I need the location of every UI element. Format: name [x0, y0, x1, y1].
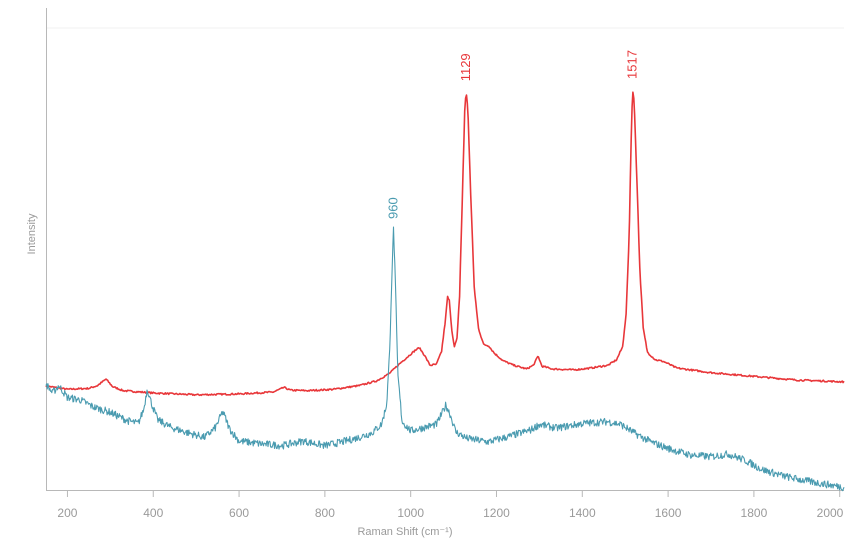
series-line-teal [45, 226, 845, 492]
x-tick-label: 1200 [483, 506, 510, 520]
x-tick-label: 800 [315, 506, 335, 520]
peak-label: 960 [386, 197, 401, 219]
x-tick-label: 400 [143, 506, 163, 520]
x-ticks: 200 400 600 800 1000 1200 1400 1600 1800 2000 [57, 490, 844, 520]
x-tick-label: 1800 [741, 506, 768, 520]
x-tick-label: 1000 [397, 506, 424, 520]
peak-label: 1129 [458, 53, 473, 81]
x-axis-label: Raman Shift (cm⁻¹) [357, 526, 452, 538]
x-tick-label: 2000 [817, 506, 844, 520]
series-layer [45, 91, 845, 492]
x-tick-label: 200 [57, 506, 77, 520]
plot-area [46, 8, 844, 490]
y-axis-label: Intensity [26, 213, 38, 254]
x-tick-label: 600 [229, 506, 249, 520]
peak-labels: 1129 1517 960 [386, 50, 640, 219]
x-tick-label: 1600 [655, 506, 682, 520]
peak-label: 1517 [624, 50, 639, 79]
x-tick-label: 1400 [569, 506, 596, 520]
series-line-red [45, 91, 845, 397]
